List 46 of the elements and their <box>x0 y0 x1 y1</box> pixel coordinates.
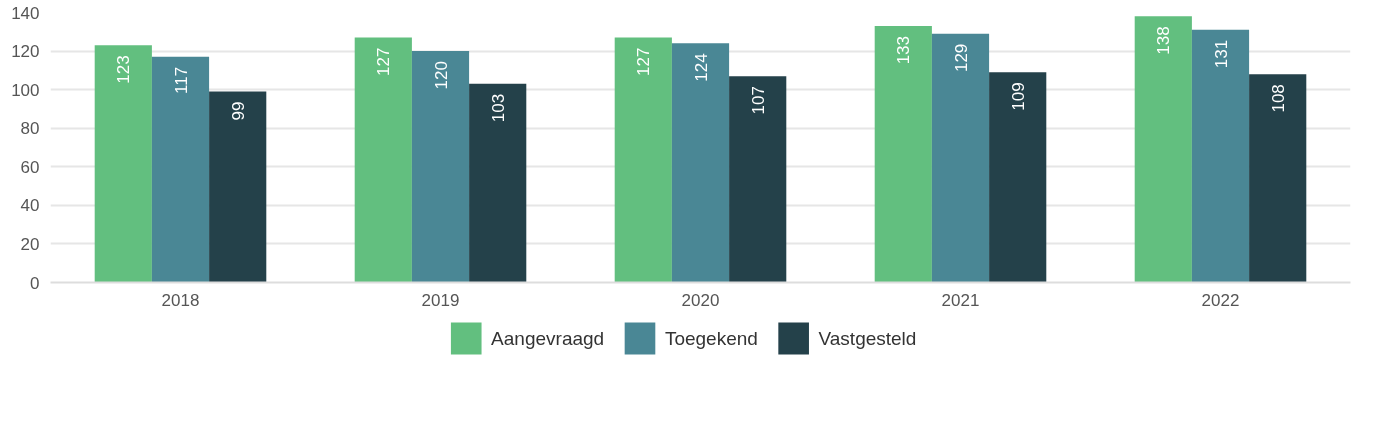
legend-label: Vastgesteld <box>818 328 917 349</box>
data-label: 109 <box>1008 82 1028 111</box>
y-tick-label: 80 <box>20 119 40 139</box>
data-label: 107 <box>748 86 768 115</box>
data-label: 117 <box>171 66 191 94</box>
data-label: 127 <box>634 47 654 76</box>
y-tick-label: 0 <box>30 273 40 293</box>
data-label: 129 <box>951 43 971 73</box>
bar <box>729 76 787 283</box>
y-tick-label: 20 <box>20 234 40 254</box>
y-tick-label: 40 <box>20 196 40 216</box>
data-label: 99 <box>228 101 248 121</box>
x-tick-label: 2022 <box>1201 290 1240 310</box>
data-label: 103 <box>488 93 508 123</box>
data-label: 108 <box>1268 84 1288 113</box>
y-tick-label: 120 <box>11 42 40 62</box>
data-label: 131 <box>1211 39 1231 69</box>
bar <box>931 33 990 283</box>
bar <box>614 37 672 283</box>
bar <box>874 26 932 283</box>
bar <box>1191 29 1250 283</box>
data-label: 120 <box>431 61 451 90</box>
bar <box>151 56 210 283</box>
x-tick-label: 2021 <box>941 290 980 310</box>
x-tick-label: 2018 <box>161 290 200 310</box>
bar <box>411 51 470 283</box>
y-tick-label: 100 <box>11 80 40 100</box>
y-tick-label: 60 <box>20 157 40 177</box>
x-tick-label: 2019 <box>421 290 460 310</box>
bar <box>209 91 267 283</box>
data-label: 123 <box>114 55 134 84</box>
data-label: 127 <box>374 47 394 76</box>
bar <box>671 43 730 283</box>
bar <box>1249 74 1307 283</box>
data-label: 138 <box>1154 26 1174 55</box>
bar <box>1134 16 1192 283</box>
bar <box>354 37 412 283</box>
legend-label: Toegekend <box>664 328 758 349</box>
data-label: 124 <box>691 53 711 82</box>
data-label: 133 <box>894 35 914 65</box>
x-tick-label: 2020 <box>681 290 720 310</box>
bar <box>989 72 1047 283</box>
y-tick-label: 140 <box>11 3 40 23</box>
bar <box>94 45 152 283</box>
legend-label: Aangevraagd <box>491 328 605 349</box>
bar <box>469 83 527 283</box>
